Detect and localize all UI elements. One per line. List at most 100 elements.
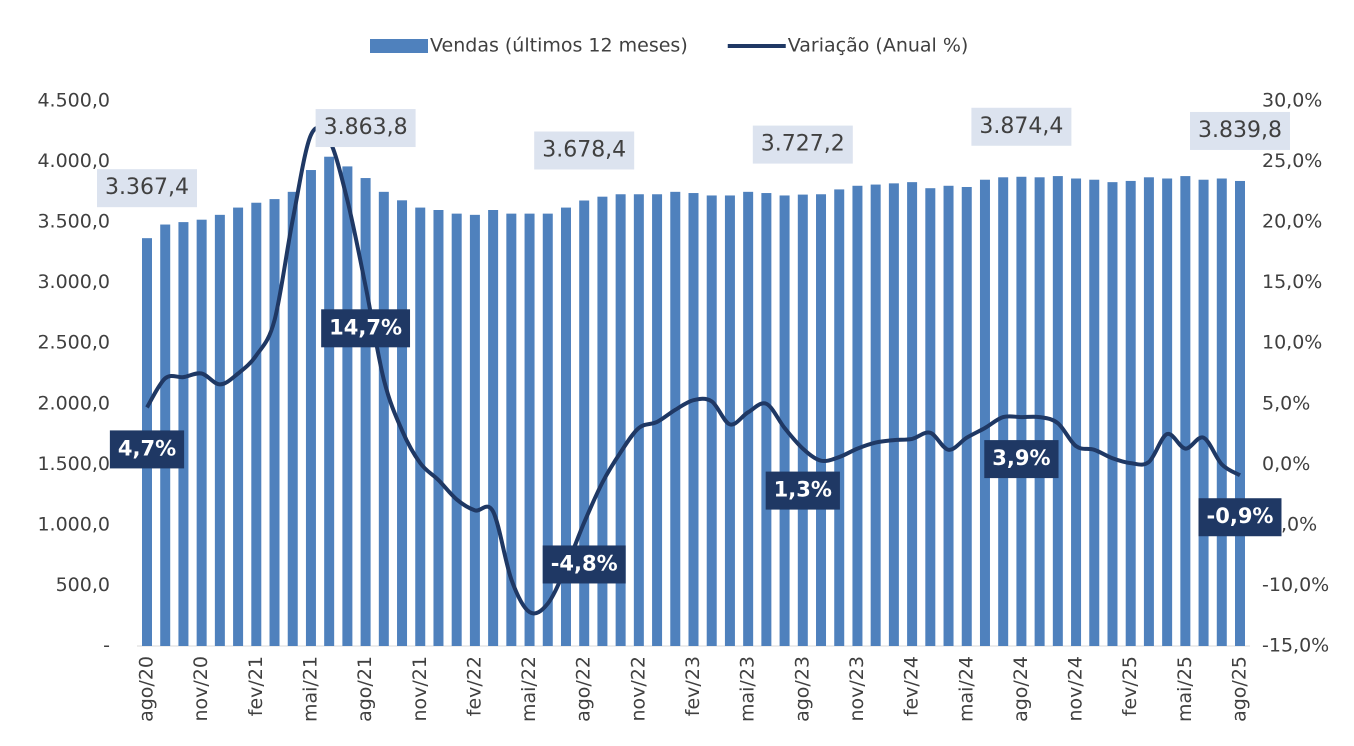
bar — [706, 195, 717, 646]
y2-tick-label: 15,0% — [1262, 271, 1322, 293]
data-label-text: -4,8% — [551, 551, 618, 575]
data-label-text: 3.367,4 — [105, 175, 189, 200]
data-label-text: -0,9% — [1207, 504, 1274, 528]
data-label-text: 3,9% — [992, 446, 1050, 470]
y-tick-label: 4.500,0 — [37, 90, 110, 112]
y-tick-label: 3.500,0 — [37, 211, 110, 233]
x-tick-label: ago/22 — [573, 656, 595, 722]
x-tick-label: nov/20 — [190, 656, 212, 722]
y-tick-label: 1.000,0 — [37, 513, 110, 535]
x-tick-label: ago/25 — [1229, 656, 1251, 722]
bar — [943, 185, 954, 646]
bar — [579, 200, 590, 646]
bar — [979, 179, 990, 646]
x-tick-label: fev/24 — [901, 656, 923, 716]
data-label: 3.874,4 — [971, 107, 1072, 146]
bar — [1071, 178, 1082, 646]
data-label: 3.863,8 — [315, 109, 416, 148]
bar — [1034, 177, 1045, 647]
data-label: 3.839,8 — [1190, 111, 1290, 150]
bar — [1052, 176, 1063, 647]
bar — [816, 194, 827, 646]
bar — [998, 177, 1009, 647]
data-label-text: 3.874,4 — [979, 114, 1063, 139]
y2-tick-label: 30,0% — [1262, 90, 1322, 112]
x-tick-label: mai/23 — [737, 656, 759, 722]
data-label: 3.727,2 — [752, 125, 853, 164]
bar — [1089, 179, 1100, 646]
bar — [688, 193, 699, 647]
y2-tick-label: 25,0% — [1262, 150, 1322, 172]
x-tick-label: fev/23 — [682, 656, 704, 716]
data-label-box — [109, 430, 185, 469]
y-tick-label: 2.500,0 — [37, 332, 110, 354]
data-label: -4,8% — [542, 545, 626, 584]
data-label-box — [315, 109, 416, 148]
data-label: 4,7% — [109, 430, 185, 469]
bar — [469, 214, 480, 646]
data-label: 3.678,4 — [534, 131, 635, 170]
y2-tick-label: -10,0% — [1262, 574, 1329, 596]
data-label: 14,7% — [321, 309, 411, 348]
y-tick-label: - — [103, 635, 110, 657]
bar — [1198, 179, 1209, 646]
bar — [761, 193, 772, 647]
x-tick-label: nov/22 — [627, 656, 649, 722]
x-tick-label: mai/25 — [1174, 656, 1196, 722]
y-tick-label: 3.000,0 — [37, 271, 110, 293]
bar — [433, 210, 444, 646]
data-label-box — [1198, 498, 1282, 537]
bar — [397, 200, 408, 647]
bar — [342, 166, 353, 646]
bar — [287, 191, 298, 647]
y-tick-label: 1.500,0 — [37, 453, 110, 475]
y-tick-label: 2.000,0 — [37, 392, 110, 414]
bar — [670, 191, 681, 647]
data-label-box — [752, 125, 853, 164]
data-label-text: 14,7% — [329, 315, 402, 339]
bar — [415, 207, 426, 647]
x-tick-label: fev/22 — [463, 656, 485, 716]
data-label-text: 3.727,2 — [761, 132, 845, 157]
y-tick-label: 4.000,0 — [37, 150, 110, 172]
x-tick-label: ago/20 — [136, 656, 158, 722]
x-tick-label: mai/21 — [299, 656, 321, 722]
bar — [378, 191, 389, 647]
data-label-box — [984, 440, 1059, 479]
data-label: -0,9% — [1198, 498, 1282, 537]
y2-tick-label: 20,0% — [1262, 211, 1322, 233]
x-tick-label: mai/22 — [518, 656, 540, 722]
data-label-text: 3.678,4 — [542, 138, 626, 163]
bar — [324, 156, 335, 646]
bar — [1143, 177, 1154, 647]
x-tick-label: nov/24 — [1065, 656, 1087, 722]
y2-tick-label: 5,0% — [1262, 392, 1310, 414]
bar — [724, 195, 735, 646]
bar — [743, 191, 754, 647]
bar — [779, 195, 790, 646]
bar — [615, 194, 626, 646]
legend-label: Vendas (últimos 12 meses) — [430, 35, 688, 57]
bar — [961, 186, 972, 646]
data-label-box — [97, 169, 197, 208]
bar — [1107, 182, 1118, 646]
x-tick-label: mai/24 — [955, 656, 977, 722]
data-label-box — [971, 107, 1072, 146]
data-label-box — [765, 471, 840, 510]
bar — [488, 210, 499, 646]
x-tick-label: ago/21 — [354, 656, 376, 722]
bar — [834, 189, 845, 646]
x-tick-label: nov/23 — [846, 656, 868, 722]
x-tick-label: fev/21 — [245, 656, 267, 716]
x-tick-label: ago/23 — [791, 656, 813, 722]
data-label: 1,3% — [765, 471, 840, 510]
bar — [597, 196, 608, 646]
y2-tick-label: 10,0% — [1262, 332, 1322, 354]
bar — [233, 207, 244, 647]
x-tick-label: fev/25 — [1119, 656, 1141, 716]
bar — [852, 185, 863, 646]
legend-swatch — [370, 39, 428, 53]
bar — [560, 207, 571, 647]
bar — [907, 182, 918, 646]
